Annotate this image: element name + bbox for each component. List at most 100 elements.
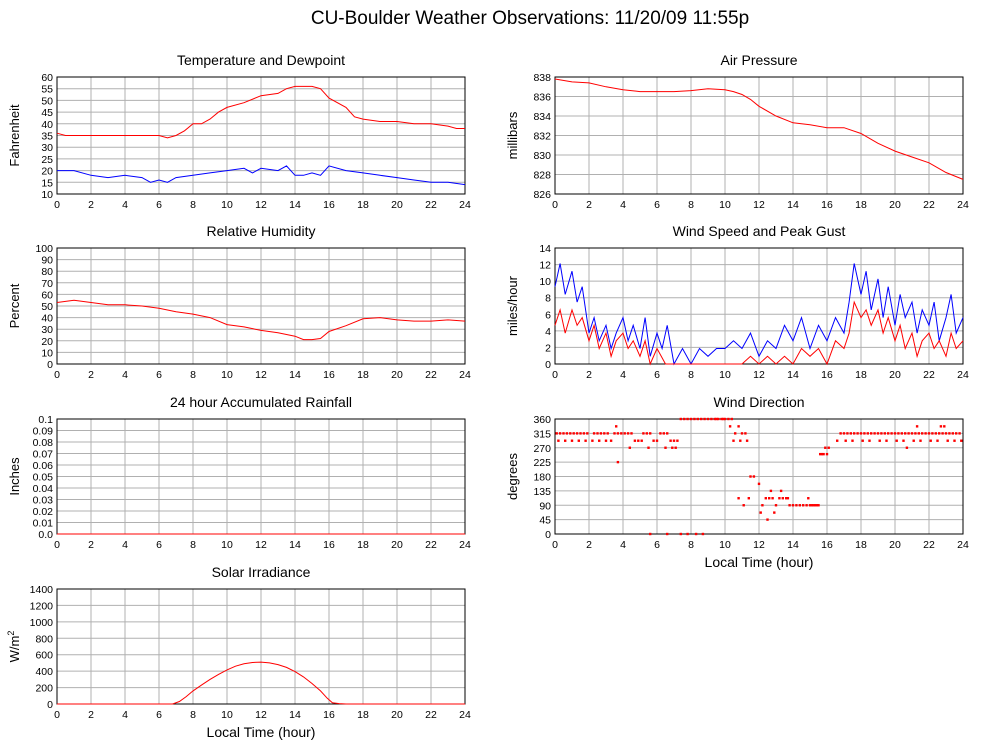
x-tick-label: 12 xyxy=(255,709,267,721)
winddir-point xyxy=(907,432,910,435)
x-tick-label: 4 xyxy=(122,369,128,381)
winddir-point xyxy=(861,439,864,442)
y-tick-label: 830 xyxy=(533,150,551,162)
temp-series-line-0 xyxy=(56,85,465,139)
winddir-point xyxy=(694,532,698,536)
x-tick-label: 8 xyxy=(688,199,694,211)
x-tick-label: 10 xyxy=(221,539,233,551)
y-tick-label: 40 xyxy=(41,313,53,325)
winddir-point xyxy=(640,439,643,442)
x-tick-label: 14 xyxy=(289,369,301,381)
winddir-point xyxy=(722,417,725,421)
winddir-point xyxy=(859,432,863,435)
temp-title: Temperature and Dewpoint xyxy=(177,52,345,68)
winddir-point xyxy=(679,532,682,536)
x-tick-label: 4 xyxy=(620,369,626,381)
winddir-plot-frame xyxy=(554,418,964,535)
x-tick-label: 14 xyxy=(289,199,301,211)
y-tick-label: 1200 xyxy=(30,600,54,612)
x-tick-label: 6 xyxy=(654,369,660,381)
winddir-point xyxy=(609,439,613,442)
solar-series-line-0 xyxy=(57,661,465,705)
winddir-point xyxy=(895,439,898,442)
x-tick-label: 12 xyxy=(255,539,267,551)
winddir-point xyxy=(839,432,842,435)
winddir-point xyxy=(633,439,637,442)
winddir-point xyxy=(717,417,720,421)
y-tick-label: 0.04 xyxy=(33,483,54,495)
y-tick-label: 225 xyxy=(533,457,551,469)
winddir-point xyxy=(728,425,732,428)
x-tick-label: 20 xyxy=(391,709,403,721)
winddir-point xyxy=(584,439,587,442)
x-tick-label: 18 xyxy=(357,539,369,551)
winddir-point xyxy=(812,504,815,507)
x-tick-label: 24 xyxy=(459,539,471,551)
x-tick-label: 22 xyxy=(425,369,437,381)
winddir-point xyxy=(579,432,582,435)
winddir-point xyxy=(666,532,669,536)
winddir-point xyxy=(890,432,893,435)
y-tick-label: 836 xyxy=(533,92,551,104)
x-tick-label: 8 xyxy=(190,199,196,211)
winddir-point xyxy=(757,482,761,486)
x-tick-label: 16 xyxy=(821,369,833,381)
y-tick-label: 80 xyxy=(41,266,53,278)
winddir-point xyxy=(921,432,924,435)
y-tick-label: 10 xyxy=(41,189,53,201)
winddir-point xyxy=(626,432,630,435)
x-tick-label: 0 xyxy=(54,199,60,211)
x-tick-label: 12 xyxy=(255,199,267,211)
rain-y-axis-label: Inches xyxy=(7,457,22,496)
winddir-point xyxy=(774,504,778,507)
x-tick-label: 18 xyxy=(855,539,867,551)
humidity-series-line-0 xyxy=(56,299,466,341)
y-tick-label: 60 xyxy=(41,289,53,301)
winddir-point xyxy=(893,432,897,435)
winddir-point xyxy=(878,439,881,442)
winddir-point xyxy=(693,417,696,421)
winddir-point xyxy=(764,497,767,500)
y-tick-label: 55 xyxy=(41,84,53,96)
winddir-point xyxy=(596,432,599,435)
y-tick-label: 8 xyxy=(545,293,551,305)
x-tick-label: 18 xyxy=(357,199,369,211)
winddir-point xyxy=(802,504,805,507)
winddir-point xyxy=(616,460,620,464)
x-tick-label: 0 xyxy=(54,369,60,381)
winddir-point xyxy=(666,432,669,435)
y-tick-label: 100 xyxy=(35,243,53,255)
winddir-point xyxy=(873,432,876,435)
y-tick-label: 200 xyxy=(35,683,53,695)
humidity-title: Relative Humidity xyxy=(207,223,316,239)
winddir-point xyxy=(686,417,689,421)
x-tick-label: 22 xyxy=(425,199,437,211)
wind-title: Wind Speed and Peak Gust xyxy=(673,223,846,239)
winddir-point xyxy=(628,446,631,449)
winddir-point xyxy=(943,425,946,428)
winddir-point xyxy=(813,504,817,507)
x-tick-label: 10 xyxy=(719,199,731,211)
winddir-point xyxy=(723,417,727,421)
y-tick-label: 30 xyxy=(41,324,53,336)
x-tick-label: 16 xyxy=(821,199,833,211)
winddir-point xyxy=(671,446,674,449)
x-tick-label: 8 xyxy=(190,539,196,551)
x-tick-label: 0 xyxy=(552,199,558,211)
winddir-point xyxy=(572,432,575,435)
winddir-point xyxy=(919,439,922,442)
temp-y-axis-label: Fahrenheit xyxy=(7,104,22,167)
x-tick-label: 22 xyxy=(923,199,935,211)
winddir-point xyxy=(791,504,795,507)
winddir-point xyxy=(649,432,652,435)
winddir-point xyxy=(929,439,932,442)
solar-title: Solar Irradiance xyxy=(212,564,311,580)
winddir-point xyxy=(686,532,689,536)
x-tick-label: 2 xyxy=(88,539,94,551)
y-tick-label: 60 xyxy=(41,72,53,84)
winddir-point xyxy=(737,425,740,428)
rain-title: 24 hour Accumulated Rainfall xyxy=(170,394,352,410)
winddir-point xyxy=(955,432,958,435)
